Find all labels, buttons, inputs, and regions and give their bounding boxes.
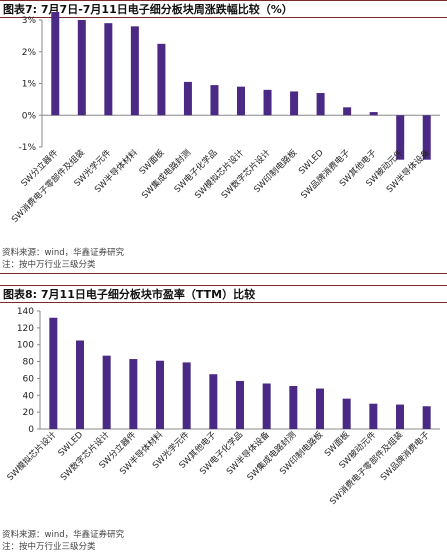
chart8-y-tick-label: 0	[28, 425, 34, 435]
chart8-category-label: SW集成电路封测	[245, 429, 299, 483]
chart8-bar	[396, 404, 404, 429]
chart7-note: 注：按中万行业三级分类	[2, 260, 96, 270]
chart8-y-tick-label: 140	[17, 307, 34, 317]
chart7-bar	[104, 23, 113, 116]
chart7-bar	[263, 89, 272, 116]
chart8-bar	[182, 362, 191, 429]
chart7-bar	[343, 107, 352, 116]
chart8-y-tick-label: 80	[23, 358, 35, 368]
chart8-y-tick-label: 40	[23, 391, 35, 401]
chart7-bottom-rule	[0, 273, 447, 274]
chart7-y-tick-label: 2%	[22, 48, 37, 58]
chart7-bar	[316, 93, 325, 116]
chart8-bar	[76, 340, 84, 429]
chart8-bar	[49, 317, 58, 429]
chart8-pe-ttm-bar-chart: 020406080100120140SW模拟芯片设计SWLEDSW数字芯片设计S…	[5, 307, 440, 507]
chart7-bar	[183, 81, 192, 116]
chart8-category-label: SW数字芯片设计	[58, 429, 112, 483]
chart7-bar	[290, 91, 299, 116]
chart8-title-bar: 图表8: 7月11日电子细分板块市盈率（TTM）比较	[0, 285, 447, 303]
chart7-bar	[396, 115, 405, 160]
chart7-source: 资料来源：wind，华鑫证券研究	[2, 248, 125, 258]
chart8-y-tick-label: 100	[17, 341, 34, 351]
chart7-bar	[157, 43, 166, 116]
chart8-bar	[342, 398, 351, 429]
chart8-bar	[156, 360, 164, 429]
chart8-bar	[209, 374, 218, 429]
chart8-bar	[289, 386, 298, 429]
chart7-bar	[130, 26, 139, 116]
chart7-y-tick-label: 0%	[22, 111, 37, 121]
chart8-bar	[102, 355, 111, 429]
chart7-bar	[422, 115, 431, 160]
chart8-bar	[236, 380, 244, 429]
chart7-bar	[237, 86, 245, 116]
chart7-weekly-change-bar-chart: -1%0%1%2%3%SW分立器件SW消费电子零部件及组装SW光学元件SW半导体…	[9, 12, 440, 225]
chart8-label: 图表8:	[3, 288, 38, 301]
chart7-bar	[77, 20, 86, 116]
chart8-source: 资料来源：wind，华鑫证券研究	[2, 530, 125, 540]
chart8-note: 注：按中万行业三级分类	[2, 542, 96, 552]
chart7-bar	[369, 112, 378, 116]
chart7-bar	[51, 12, 60, 116]
chart8-category-label: SW品牌消费电子	[378, 429, 432, 483]
chart8-bar	[316, 388, 324, 429]
chart7-bar	[210, 85, 219, 116]
chart7-title-bar: 图表7: 7月7日-7月11日电子细分板块周涨跌幅比较（%）	[0, 0, 447, 18]
chart8-bar	[262, 383, 271, 429]
chart8-title: 7月11日电子细分板块市盈率（TTM）比较	[40, 288, 256, 301]
chart8-y-tick-label: 20	[23, 408, 35, 418]
chart7-y-tick-label: -1%	[18, 143, 36, 153]
chart7-y-tick-label: 1%	[22, 80, 37, 90]
chart8-bar	[129, 359, 138, 429]
chart8-y-tick-label: 60	[23, 374, 35, 384]
chart8-category-label: SW模拟芯片设计	[5, 429, 59, 483]
chart7-y-tick-label: 3%	[22, 16, 37, 26]
chart7-title: 7月7日-7月11日电子细分板块周涨跌幅比较（%）	[40, 3, 293, 16]
chart8-bar	[422, 406, 431, 429]
chart7-label: 图表7:	[3, 3, 38, 16]
chart8-y-tick-label: 120	[17, 324, 34, 334]
chart8-bar	[369, 403, 378, 429]
